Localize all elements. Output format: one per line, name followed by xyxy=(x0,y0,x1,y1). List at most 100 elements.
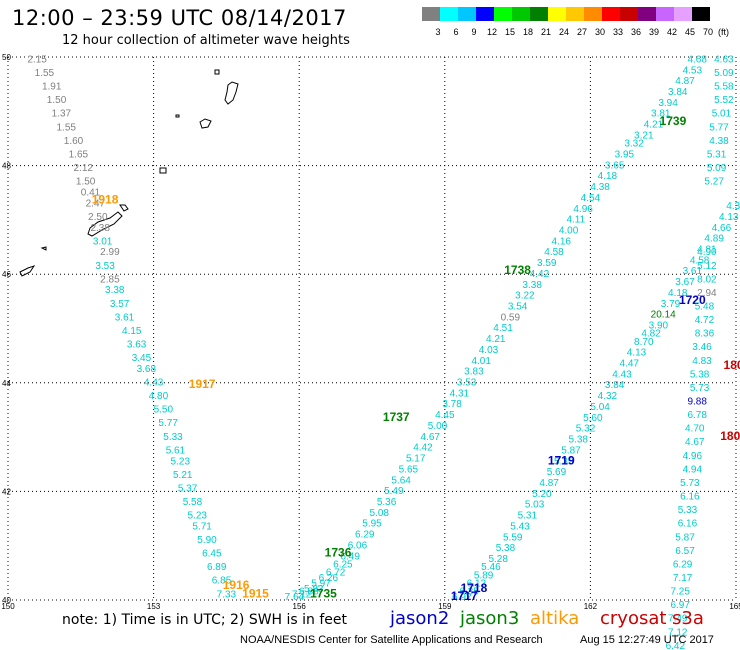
wave-height-value: 4.21 xyxy=(644,120,664,131)
wave-height-value: 5.01 xyxy=(712,109,732,120)
wave-height-value: 4.87 xyxy=(539,478,559,489)
legend-tick-label: 42 xyxy=(667,27,677,37)
wave-height-value: 5.32 xyxy=(576,424,596,435)
legend-tick-label: 21 xyxy=(541,27,551,37)
wave-height-value: 6.57 xyxy=(675,546,695,557)
wave-height-value: 20.14 xyxy=(651,310,676,321)
wave-height-value: 5.69 xyxy=(547,467,567,478)
wave-height-value: 1.60 xyxy=(64,136,84,147)
wave-height-value: 7.64 xyxy=(285,592,305,603)
wave-height-value: 5.33 xyxy=(163,432,183,443)
wave-height-value: 4.18 xyxy=(598,171,618,182)
wave-height-value: 5.59 xyxy=(503,532,523,543)
legend-swatch xyxy=(692,7,710,21)
wave-height-value: 3.54 xyxy=(508,301,528,312)
wave-height-value: 6.16 xyxy=(680,492,700,503)
wave-height-value: 4.47 xyxy=(619,359,639,370)
wave-height-value: 5.49 xyxy=(384,486,404,497)
coastline xyxy=(175,114,180,118)
wave-height-value: 5.50 xyxy=(154,405,174,416)
wave-height-value: 4.21 xyxy=(486,334,506,345)
wave-height-value: 5.77 xyxy=(158,418,178,429)
wave-height-value: 5.73 xyxy=(690,383,710,394)
wave-height-value: 8.70 xyxy=(634,337,654,348)
wave-height-value: 6.97 xyxy=(670,600,690,611)
wave-height-value: 5.35 xyxy=(554,456,574,467)
wave-height-value: 5.03 xyxy=(525,500,545,511)
wave-height-value: 4.96 xyxy=(683,451,703,462)
footer-timestamp: Aug 15 12:27:49 UTC 2017 xyxy=(580,634,714,646)
wave-height-value: 7.49 xyxy=(668,614,688,625)
legend-swatch xyxy=(656,7,674,21)
wave-height-value: 3.53 xyxy=(457,378,477,389)
lon-tick-label: 150 xyxy=(1,602,15,611)
legend-tick-label: 30 xyxy=(595,27,605,37)
coastline xyxy=(224,81,239,105)
wave-height-value: 4.83 xyxy=(692,356,712,367)
wave-height-value: 6.26 xyxy=(319,573,339,584)
wave-height-value: 5.60 xyxy=(583,413,603,424)
legend-swatch xyxy=(620,7,638,21)
wave-height-value: 5.83 xyxy=(304,584,324,595)
wave-height-value: 4.67 xyxy=(685,437,705,448)
wave-height-value: 5.73 xyxy=(680,478,700,489)
wave-height-value: 3.21 xyxy=(634,130,654,141)
wave-height-value: 5.04 xyxy=(590,402,610,413)
legend-swatch xyxy=(674,7,692,21)
wave-height-value: 5.58 xyxy=(714,82,734,93)
wave-height-value: 1.50 xyxy=(76,177,96,188)
wave-height-value: 6.35 xyxy=(459,587,479,598)
wave-height-value: 6.45 xyxy=(202,549,222,560)
wave-height-value: 2.15 xyxy=(27,54,47,65)
wave-height-value: 5.38 xyxy=(690,369,710,380)
legend-tick-label: 36 xyxy=(631,27,641,37)
legend-tick-label: 3 xyxy=(435,27,440,37)
legend-swatch xyxy=(458,7,476,21)
coastline xyxy=(199,118,212,129)
wave-height-value: 3.63 xyxy=(127,340,147,351)
wave-height-value: 4.51 xyxy=(493,323,513,334)
wave-height-value: 5.38 xyxy=(496,543,516,554)
wave-height-value: 5.46 xyxy=(481,562,501,573)
lat-tick-label: 46 xyxy=(2,270,11,279)
wave-height-value: 4.87 xyxy=(675,76,695,87)
wave-height-value: 4.32 xyxy=(598,391,618,402)
wave-height-value: 6.78 xyxy=(687,410,707,421)
wave-height-value: 6.25 xyxy=(333,559,353,570)
wave-height-value: 3.79 xyxy=(661,299,681,310)
wave-height-value: 5.08 xyxy=(370,508,390,519)
wave-height-value: 5.95 xyxy=(362,519,382,530)
wave-height-value: 4.11 xyxy=(566,215,585,226)
wave-height-value: 4.42 xyxy=(413,443,433,454)
wave-height-value: 6.49 xyxy=(340,551,360,562)
wave-height-value: 5.28 xyxy=(488,554,508,565)
wave-height-value: 4.66 xyxy=(712,223,732,234)
satellite-legend-cryosat: cryosat xyxy=(600,608,667,629)
units-note: note: 1) Time is in UTC; 2) SWH is in fe… xyxy=(62,612,348,628)
wave-height-color-legend: 3 6 9 12 15 18 21 24 27 30 33 36 39 42 45 70 (ft) xyxy=(422,7,729,37)
wave-height-value: 2.50 xyxy=(88,212,108,223)
lat-tick-label: 40 xyxy=(2,596,11,605)
wave-height-value: 6.85 xyxy=(212,576,232,587)
wave-height-value: 3.01 xyxy=(93,236,113,247)
wave-height-value: 5.23 xyxy=(171,456,191,467)
coastline xyxy=(159,167,167,174)
wave-height-value: 3.45 xyxy=(132,353,152,364)
pass-time-label: 1735 xyxy=(310,586,337,600)
wave-height-value: 5.33 xyxy=(678,505,698,516)
wave-height-value: 4.38 xyxy=(590,182,610,193)
wave-height-value: 3.67 xyxy=(675,277,695,288)
legend-swatch xyxy=(422,7,440,21)
map-title: 12:00 – 23:59 UTC 08/14/2017 xyxy=(12,6,347,30)
wave-height-value: 5.77 xyxy=(709,122,729,133)
wave-height-value: 5.97 xyxy=(311,578,331,589)
coastline xyxy=(119,204,129,212)
wave-height-value: 7.17 xyxy=(673,573,693,584)
coastline xyxy=(87,211,123,237)
wave-height-value: 0.59 xyxy=(501,312,521,323)
wave-height-value: 6.72 xyxy=(326,568,346,579)
pass-time-label: 1918 xyxy=(92,193,119,207)
wave-height-value: 4.72 xyxy=(695,315,715,326)
wave-height-value: 2.38 xyxy=(90,223,110,234)
wave-height-value: 4.18 xyxy=(668,288,688,299)
